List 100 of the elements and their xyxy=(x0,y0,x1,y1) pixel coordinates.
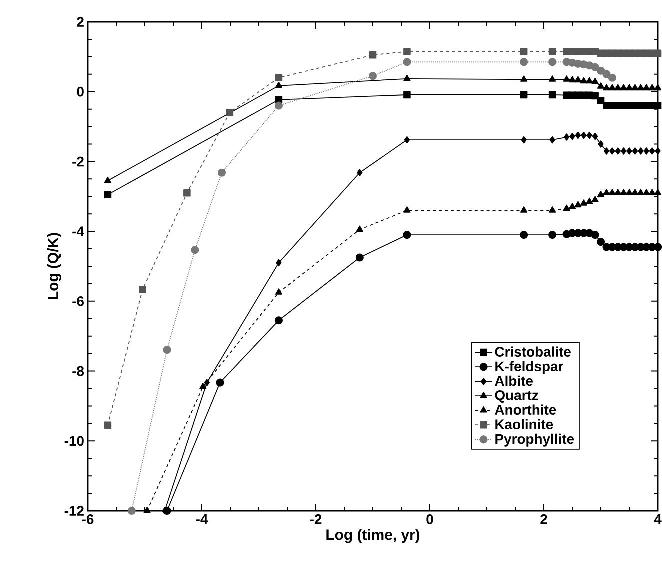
point xyxy=(614,189,622,196)
point xyxy=(218,168,226,177)
point xyxy=(104,422,112,430)
point xyxy=(614,84,622,91)
point xyxy=(615,148,621,155)
legend-label: K-feldspar xyxy=(496,361,564,374)
point xyxy=(520,206,528,213)
legend-label: Anorthite xyxy=(495,404,556,415)
point xyxy=(592,132,598,140)
point xyxy=(586,77,594,84)
point xyxy=(275,82,283,88)
point xyxy=(520,76,528,82)
point xyxy=(404,91,411,99)
point xyxy=(204,379,210,386)
y-tick-label: 2 xyxy=(77,17,84,27)
point xyxy=(648,84,656,91)
point xyxy=(564,134,570,141)
point xyxy=(598,140,604,148)
y-tick-label: -2 xyxy=(72,156,84,167)
point xyxy=(369,52,377,59)
legend-label: Cristobalite xyxy=(495,346,571,357)
point xyxy=(128,506,136,516)
point xyxy=(596,238,606,246)
point xyxy=(520,91,528,99)
point xyxy=(357,169,363,177)
point xyxy=(216,378,224,387)
point xyxy=(356,254,364,262)
point xyxy=(654,189,662,196)
point xyxy=(592,48,599,56)
point xyxy=(404,48,411,56)
x-tick-label: -2 xyxy=(310,514,322,524)
point xyxy=(275,74,283,82)
point xyxy=(520,48,528,56)
point xyxy=(602,70,611,78)
point xyxy=(654,50,662,58)
y-tick-label: -12 xyxy=(64,506,84,516)
point xyxy=(654,84,662,91)
point xyxy=(226,109,234,116)
point xyxy=(620,189,628,196)
point xyxy=(648,189,656,196)
point xyxy=(404,206,411,213)
point xyxy=(643,189,650,196)
point xyxy=(104,191,112,199)
point xyxy=(655,148,661,155)
point xyxy=(591,63,600,72)
point xyxy=(276,259,282,267)
point xyxy=(592,196,599,202)
legend-label: Pyrophyllite xyxy=(496,434,574,447)
point xyxy=(603,84,610,91)
point xyxy=(200,382,207,390)
point xyxy=(104,176,112,184)
point xyxy=(144,506,151,514)
y-tick-label: 0 xyxy=(77,86,84,97)
point xyxy=(637,84,644,91)
point xyxy=(592,92,599,100)
point xyxy=(163,346,172,354)
x-tick-label: -4 xyxy=(196,514,208,524)
y-tick-label: -8 xyxy=(72,366,84,376)
point xyxy=(191,246,200,254)
point xyxy=(637,189,644,196)
x-tick-label: 2 xyxy=(540,514,548,524)
point xyxy=(568,203,576,210)
point xyxy=(550,136,556,144)
point xyxy=(586,132,592,140)
x-tick-label: 4 xyxy=(654,514,662,524)
x-axis-title: Log (time, yr) xyxy=(326,529,420,544)
point xyxy=(626,189,634,196)
legend-label: Quartz xyxy=(495,390,538,403)
point xyxy=(404,74,411,82)
point xyxy=(597,82,605,89)
y-tick-label: -10 xyxy=(64,436,84,446)
point xyxy=(649,148,656,155)
point xyxy=(139,286,146,294)
point xyxy=(643,84,650,91)
point xyxy=(608,84,616,91)
point xyxy=(581,132,587,140)
point xyxy=(610,148,616,155)
point xyxy=(638,148,644,155)
point xyxy=(596,66,606,75)
point xyxy=(608,74,616,82)
point xyxy=(654,102,662,110)
y-tick-label: -4 xyxy=(72,226,84,236)
point xyxy=(274,316,283,325)
point xyxy=(603,189,610,196)
point xyxy=(275,288,283,295)
point xyxy=(632,84,639,91)
point xyxy=(574,76,582,83)
point xyxy=(548,48,556,56)
point xyxy=(632,189,639,196)
point xyxy=(549,76,556,82)
point xyxy=(548,231,557,240)
point xyxy=(626,148,632,155)
legend-label: Kaolinite xyxy=(496,419,554,430)
point xyxy=(574,201,582,208)
point xyxy=(626,84,634,91)
x-tick-label: 0 xyxy=(426,514,434,524)
point xyxy=(549,206,556,213)
point xyxy=(521,136,527,144)
point xyxy=(620,84,628,91)
point xyxy=(570,132,576,140)
